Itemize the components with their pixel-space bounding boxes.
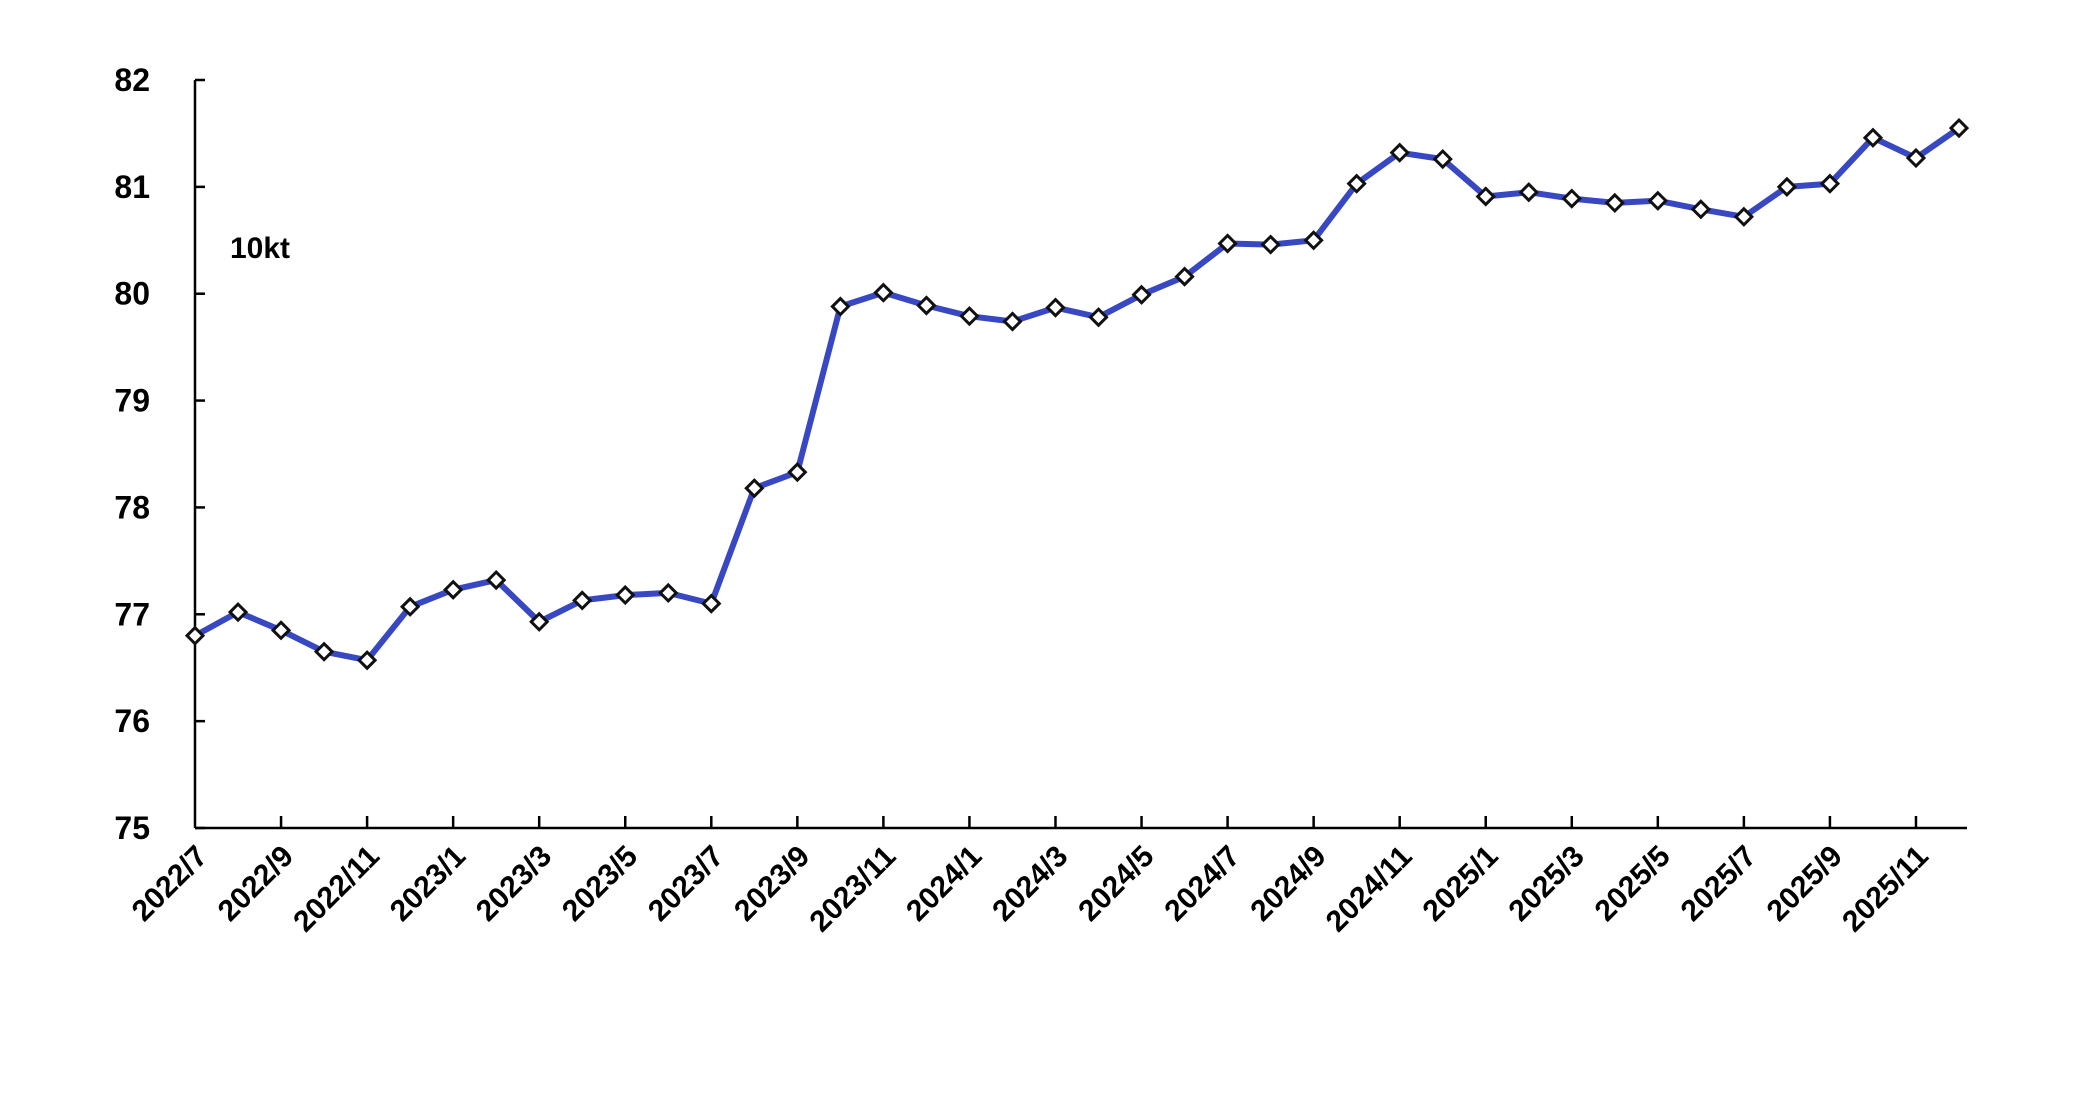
data-point: [1389, 142, 1410, 163]
data-point: [1647, 190, 1668, 211]
x-tick-label: 2023/1: [384, 840, 472, 928]
data-point: [1131, 284, 1152, 305]
data-point: [270, 620, 292, 641]
x-tick-label: 2025/7: [1675, 840, 1763, 928]
data-point: [615, 584, 636, 606]
x-tick-label: 2024/1: [900, 840, 988, 928]
data-point: [1690, 199, 1711, 220]
data-point: [227, 602, 249, 623]
x-tick-label: 2025/1: [1416, 840, 1504, 928]
data-point: [1819, 173, 1841, 194]
data-point: [1733, 206, 1754, 227]
data-point: [1862, 127, 1884, 148]
data-point: [830, 296, 851, 317]
data-point: [1002, 311, 1023, 332]
x-tick-label: 2025/5: [1589, 840, 1677, 928]
data-point: [1174, 266, 1195, 287]
data-point: [744, 478, 765, 499]
y-tick-label: 78: [114, 489, 150, 525]
data-point: [356, 650, 378, 671]
data-point: [1217, 233, 1238, 254]
data-point: [1604, 192, 1625, 214]
x-tick-label: 2023/11: [803, 840, 902, 939]
unit-label: 10kt: [230, 232, 290, 265]
data-point: [1905, 147, 1927, 169]
data-point: [1776, 176, 1798, 197]
data-point: [443, 579, 464, 600]
data-point: [873, 282, 894, 303]
y-tick-label: 81: [114, 169, 150, 205]
data-point: [1303, 230, 1324, 251]
x-tick-label: 2025/3: [1503, 840, 1591, 928]
data-point: [701, 593, 722, 614]
data-point: [1260, 234, 1281, 255]
data-point: [572, 590, 593, 611]
data-point: [1045, 297, 1066, 318]
x-tick-label: 2022/11: [287, 840, 386, 939]
y-tick-label: 82: [114, 62, 150, 98]
data-point: [1518, 182, 1539, 203]
data-point: [529, 611, 550, 632]
y-tick-label: 77: [114, 596, 150, 632]
y-tick-label: 76: [114, 703, 150, 739]
x-tick-label: 2024/5: [1072, 840, 1160, 928]
x-tick-label: 2024/11: [1320, 840, 1419, 939]
x-tick-label: 2024/7: [1158, 840, 1246, 928]
data-point: [184, 625, 206, 646]
x-tick-label: 2024/3: [986, 840, 1074, 928]
data-point: [1948, 117, 1970, 139]
data-point: [787, 462, 808, 483]
x-tick-label: 2023/3: [470, 840, 558, 928]
x-tick-label: 2023/5: [556, 840, 644, 928]
data-point: [486, 569, 507, 591]
data-point: [1432, 148, 1453, 170]
data-point: [1475, 186, 1496, 207]
y-tick-label: 79: [114, 383, 150, 419]
data-point: [658, 582, 679, 604]
x-tick-label: 2023/7: [642, 840, 730, 928]
y-tick-label: 75: [114, 810, 150, 846]
data-point: [1561, 188, 1582, 209]
x-tick-label: 2022/7: [126, 840, 214, 928]
data-point: [916, 295, 937, 316]
data-point: [1346, 173, 1367, 194]
data-point: [1088, 307, 1109, 328]
x-tick-label: 2025/11: [1836, 840, 1935, 939]
data-point: [400, 596, 421, 617]
y-tick-label: 80: [114, 276, 150, 312]
data-point: [959, 306, 980, 327]
data-point: [313, 641, 335, 662]
